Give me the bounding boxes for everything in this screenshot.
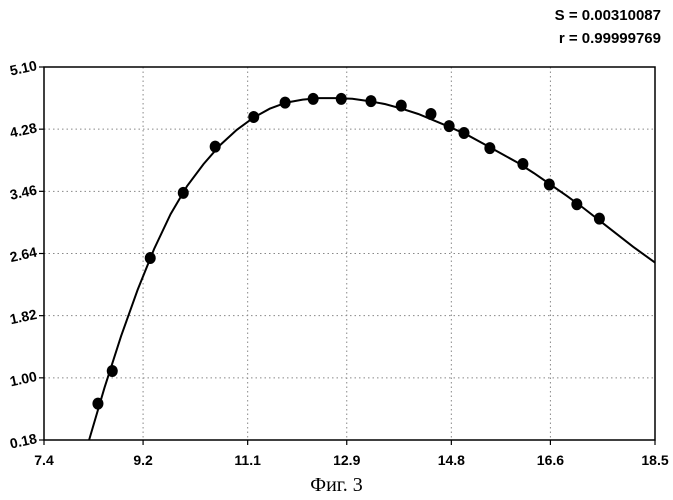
data-point bbox=[425, 108, 436, 120]
x-tick-label: 7.4 bbox=[34, 452, 54, 468]
x-tick-label: 11.1 bbox=[234, 452, 261, 468]
y-tick-label: 2.64 bbox=[8, 244, 38, 265]
y-tick-label: 1.00 bbox=[8, 368, 38, 389]
x-tick-label: 14.8 bbox=[438, 452, 465, 468]
data-point bbox=[308, 93, 319, 105]
data-point bbox=[594, 213, 605, 225]
data-point bbox=[210, 141, 221, 153]
x-tick-label: 16.6 bbox=[537, 452, 564, 468]
data-point bbox=[484, 142, 495, 154]
y-tick-label: 1.82 bbox=[8, 306, 38, 327]
y-tick-label: 0.18 bbox=[8, 430, 38, 451]
figure-caption: Фиг. 3 bbox=[0, 474, 673, 497]
data-point bbox=[544, 179, 555, 191]
data-point bbox=[280, 97, 291, 109]
x-tick-label: 18.5 bbox=[641, 452, 668, 468]
data-point bbox=[107, 365, 118, 377]
data-point bbox=[336, 93, 347, 105]
data-point bbox=[571, 198, 582, 210]
data-point bbox=[365, 95, 376, 107]
chart: 7.4 9.2 11.1 12.9 14.8 16.6 18.5 0.18 1.00 1.82 2… bbox=[0, 0, 673, 475]
grid bbox=[44, 67, 655, 440]
data-points bbox=[92, 93, 604, 410]
y-tick-label: 3.46 bbox=[8, 182, 38, 203]
data-point bbox=[248, 111, 259, 123]
data-point bbox=[396, 100, 407, 112]
x-tick-label: 12.9 bbox=[333, 452, 360, 468]
data-point bbox=[178, 187, 189, 199]
data-point bbox=[517, 158, 528, 170]
fit-curve bbox=[89, 98, 655, 440]
y-tick-label: 4.28 bbox=[8, 119, 38, 140]
plot-frame bbox=[44, 67, 655, 440]
x-axis-ticks: 7.4 9.2 11.1 12.9 14.8 16.6 18.5 bbox=[34, 440, 669, 468]
data-point bbox=[444, 120, 455, 132]
y-tick-label: 5.10 bbox=[8, 57, 38, 78]
data-point bbox=[145, 252, 156, 264]
data-point bbox=[458, 127, 469, 139]
x-tick-label: 9.2 bbox=[133, 452, 153, 468]
y-axis-ticks: 0.18 1.00 1.82 2.64 3.46 4.28 5.10 bbox=[8, 57, 44, 451]
data-point bbox=[92, 398, 103, 410]
